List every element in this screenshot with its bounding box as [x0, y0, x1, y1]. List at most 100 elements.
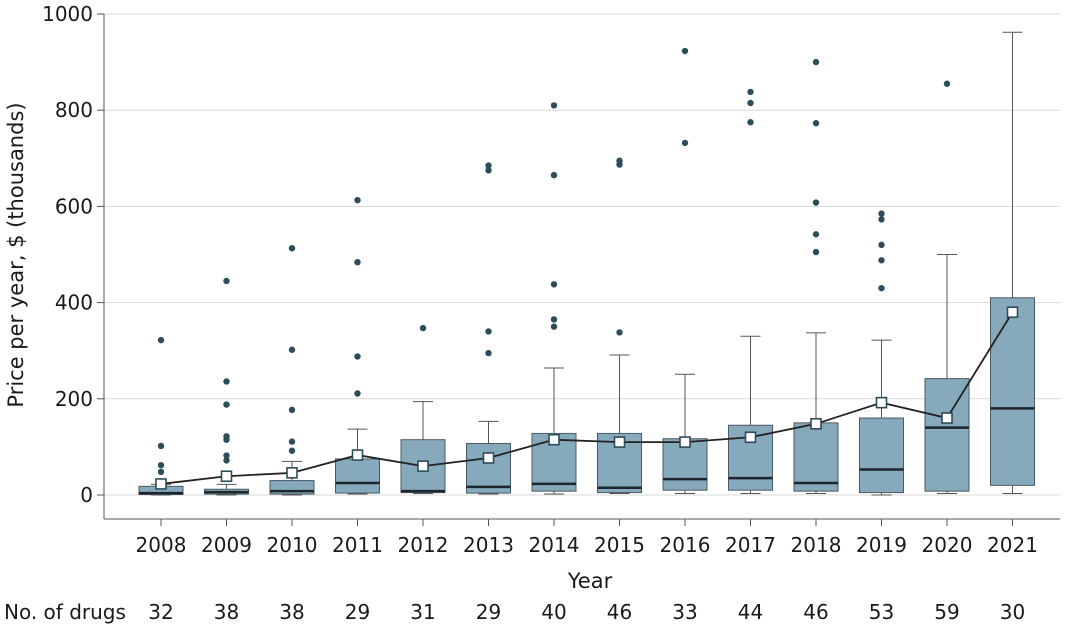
outlier-2012-0	[419, 324, 427, 332]
mean-marker-2017	[744, 431, 757, 444]
outlier-2011-1	[354, 353, 361, 360]
outlier-2009-5	[223, 378, 230, 385]
mean-marker-2020	[941, 412, 953, 424]
box-2013	[466, 443, 511, 494]
mean-marker-2009	[220, 470, 233, 483]
counts-row-label: No. of drugs	[4, 600, 126, 624]
drug-count-2010: 38	[279, 600, 304, 624]
x-tick-label-2013: 2013	[463, 533, 514, 557]
x-tick-label-2012: 2012	[398, 533, 449, 557]
outlier-2017-1	[747, 99, 754, 107]
outlier-2011-3	[354, 196, 361, 204]
x-tick-label-2018: 2018	[791, 533, 842, 557]
boxes	[138, 31, 1035, 496]
outlier-2017-0	[747, 119, 754, 126]
box-2011	[335, 458, 380, 494]
drug-count-2015: 46	[607, 600, 632, 624]
y-tick-label-800: 800	[55, 98, 93, 122]
x-tick-label-2011: 2011	[332, 533, 383, 557]
outlier-2013-3	[485, 162, 492, 169]
outlier-2018-1	[812, 231, 820, 238]
grid-lines	[104, 13, 1060, 496]
y-tick-label-1000: 1000	[42, 2, 93, 26]
box-2020	[924, 378, 970, 492]
mean-marker-2011	[351, 449, 364, 461]
outlier-2018-4	[812, 58, 820, 66]
mean-marker-2013	[482, 452, 495, 464]
outlier-2019-0	[878, 284, 885, 292]
outlier-2016-0	[681, 139, 689, 147]
outlier-2020-0	[943, 80, 951, 87]
drug-count-2008: 32	[148, 600, 173, 624]
outlier-2009-1	[223, 452, 230, 459]
x-tick-label-2014: 2014	[529, 533, 580, 557]
mean-marker-2018	[810, 418, 822, 430]
outlier-2014-3	[550, 171, 558, 179]
x-axis-title: Year	[567, 569, 613, 593]
x-tick-label-2010: 2010	[267, 533, 318, 557]
outlier-2013-1	[485, 328, 492, 335]
x-tick-label-2016: 2016	[660, 533, 711, 557]
outlier-2009-0	[223, 457, 230, 464]
mean-marker-2012	[417, 460, 429, 472]
x-tick-label-2019: 2019	[856, 533, 907, 557]
mean-series	[155, 306, 1019, 490]
mean-marker-2019	[875, 396, 888, 409]
axes	[97, 13, 1060, 526]
outlier-2014-1	[550, 316, 558, 323]
y-tick-label-400: 400	[55, 291, 93, 315]
outlier-2008-1	[157, 461, 165, 469]
outlier-2017-2	[747, 88, 754, 96]
outliers	[157, 47, 951, 476]
outlier-2015-2	[616, 157, 623, 164]
mean-marker-2016	[679, 436, 691, 448]
outlier-2015-0	[616, 329, 623, 336]
outlier-2014-0	[550, 323, 558, 330]
outlier-2009-3	[223, 433, 230, 440]
drug-count-2013: 29	[476, 600, 501, 624]
outlier-2018-2	[812, 199, 820, 206]
outlier-2018-0	[812, 248, 820, 256]
outlier-2016-1	[681, 47, 689, 55]
outlier-2019-1	[878, 257, 885, 264]
outlier-2008-0	[157, 468, 165, 476]
drug-count-2011: 29	[345, 600, 370, 624]
x-tick-labels: 2008 2009 2010 2011 2012 2013 2014 2015 2016 2017…	[136, 533, 1038, 557]
outlier-2019-3	[878, 216, 885, 223]
mean-marker-2010	[286, 467, 298, 479]
outlier-2010-1	[288, 438, 296, 445]
drug-count-2019: 53	[869, 600, 894, 624]
y-tick-label-0: 0	[80, 483, 93, 507]
outlier-2010-4	[288, 245, 296, 252]
drug-count-2012: 31	[410, 600, 435, 624]
mean-marker-2008	[155, 478, 167, 490]
outlier-2010-3	[288, 346, 296, 353]
outlier-2019-4	[878, 210, 885, 217]
outlier-2014-2	[550, 281, 558, 288]
drug-count-2014: 40	[541, 600, 566, 624]
x-tick-label-2008: 2008	[136, 533, 187, 557]
outlier-2013-2	[485, 167, 492, 174]
outlier-2008-3	[157, 336, 165, 344]
outlier-2011-0	[354, 390, 361, 397]
drug-count-2021: 30	[1000, 600, 1025, 624]
outlier-2009-6	[223, 277, 230, 285]
drug-count-2020: 59	[934, 600, 959, 624]
outlier-2009-4	[223, 401, 230, 408]
x-tick-label-2020: 2020	[922, 533, 973, 557]
box-2021	[990, 297, 1035, 486]
y-tick-label-600: 600	[55, 194, 93, 218]
drug-count-2009: 38	[214, 600, 239, 624]
outlier-2014-4	[550, 102, 558, 109]
outlier-2013-0	[485, 349, 492, 357]
box-2018	[793, 422, 839, 492]
x-tick-label-2009: 2009	[201, 533, 252, 557]
box-2019	[859, 417, 904, 494]
outlier-2008-2	[157, 442, 165, 450]
y-tick-label-200: 200	[55, 387, 93, 411]
mean-marker-2021	[1006, 306, 1019, 319]
outlier-2018-3	[812, 119, 820, 127]
outlier-2010-2	[288, 406, 296, 414]
outlier-2010-0	[288, 447, 296, 454]
